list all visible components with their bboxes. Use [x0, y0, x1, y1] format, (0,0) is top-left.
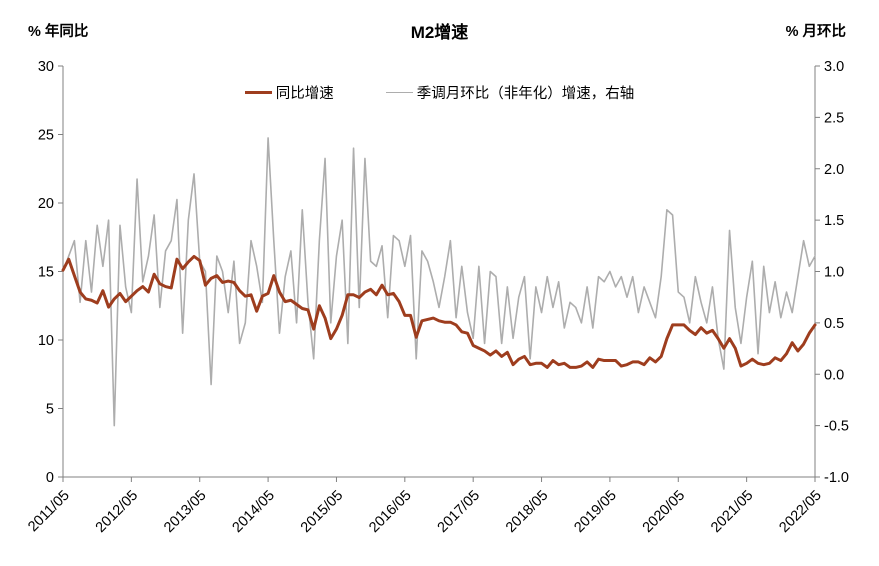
right-axis-tick-label: 0.5 [824, 316, 844, 332]
legend-label-yoy: 同比增速 [275, 86, 334, 102]
left-axis-tick-label: 20 [38, 196, 54, 212]
left-axis-title: % 年同比 [28, 24, 89, 40]
x-axis-tick-label: 2021/05 [708, 488, 756, 536]
right-axis-tick-label: 1.5 [824, 213, 844, 229]
left-axis-tick-label: 10 [38, 333, 54, 349]
legend-item-yoy: 同比增速 [244, 82, 334, 103]
x-axis-tick-label: 2016/05 [366, 488, 414, 536]
left-axis-tick-label: 25 [38, 128, 54, 144]
right-axis-tick-label: 1.0 [824, 265, 844, 281]
right-axis-title: % 月环比 [785, 24, 846, 40]
yoy-growth-line [61, 254, 817, 369]
right-axis-tick-label: -1.0 [824, 470, 849, 486]
right-axis-tick-label: -0.5 [824, 419, 849, 435]
x-axis-tick-label: 2020/05 [640, 488, 688, 536]
right-axis-tick-label: 2.5 [824, 110, 844, 126]
mom-growth-line [62, 137, 816, 427]
left-axis-tick-label: 5 [46, 402, 54, 418]
chart-title: M2增速 [410, 23, 469, 42]
yoy-line-swatch-icon [244, 91, 272, 94]
legend-label-mom: 季调月环比（非年化）增速，右轴 [416, 86, 635, 102]
left-axis-tick-label: 30 [38, 59, 54, 75]
x-axis-tick-label: 2013/05 [161, 488, 209, 536]
legend-item-mom: 季调月环比（非年化）增速，右轴 [385, 82, 635, 103]
x-axis-tick-label: 2022/05 [776, 488, 824, 536]
x-axis-tick-label: 2019/05 [571, 488, 619, 536]
x-axis-tick-label: 2015/05 [298, 488, 346, 536]
x-axis-tick-label: 2014/05 [230, 488, 278, 536]
x-axis-tick-label: 2011/05 [25, 488, 73, 536]
x-axis-tick-label: 2017/05 [435, 488, 483, 536]
x-axis-tick-label: 2018/05 [503, 488, 551, 536]
right-axis-tick-label: 0.0 [824, 367, 844, 383]
left-axis-tick-label: 0 [46, 470, 54, 486]
right-axis-tick-label: 2.0 [824, 162, 844, 178]
x-axis-tick-label: 2012/05 [93, 488, 141, 536]
mom-line-swatch-icon [385, 91, 413, 94]
left-axis-tick-label: 15 [38, 265, 54, 281]
legend: 同比增速 季调月环比（非年化）增速，右轴 [0, 82, 879, 103]
right-axis-tick-label: 3.0 [824, 59, 844, 75]
